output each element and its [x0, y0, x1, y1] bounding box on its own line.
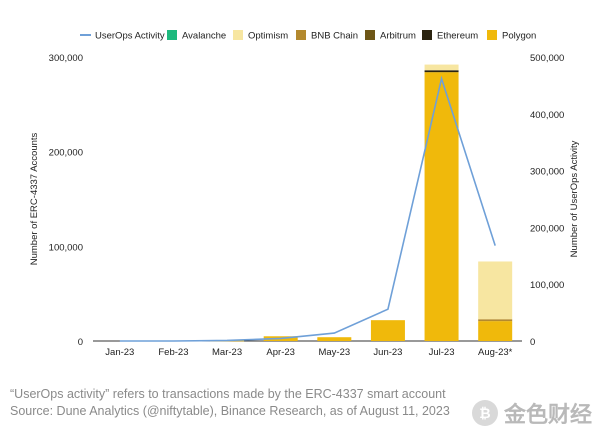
y-tick-label: 0	[78, 337, 83, 348]
y2-tick-label: 300,000	[530, 167, 564, 178]
bar-bnb-chain	[478, 319, 513, 322]
watermark-logo-icon: ₿	[471, 400, 498, 426]
y2-tick-label: 400,000	[530, 110, 564, 121]
y2-tick-label: 500,000	[530, 53, 564, 64]
y2-tick-label: 0	[530, 337, 535, 348]
legend-swatch-avalanche	[167, 30, 177, 40]
legend-swatch-bnb-chain	[296, 30, 306, 40]
legend-label-ethereum: Ethereum	[437, 31, 478, 42]
legend-label-polygon: Polygon	[502, 31, 536, 42]
y-axis-title: Number of ERC-4337 Accounts	[29, 132, 40, 265]
line-userops-activity	[119, 75, 496, 342]
x-tick-label: May-23	[318, 347, 350, 358]
x-tick-label: Feb-23	[158, 347, 188, 358]
watermark-text: 金色财经	[503, 403, 592, 428]
y2-axis-title: Number of UserOps Activity	[569, 140, 580, 257]
x-tick-label: Apr-23	[266, 347, 295, 358]
footnote-text: “UserOps activity” refers to transaction…	[10, 387, 446, 401]
legend-swatch-ethereum	[422, 30, 432, 40]
watermark: ₿ 金色财经	[471, 397, 592, 429]
y2-tick-label: 100,000	[530, 280, 564, 291]
legend-label-optimism: Optimism	[248, 31, 288, 42]
legend-swatch-polygon	[487, 30, 497, 40]
legend-label-bnb-chain: BNB Chain	[311, 31, 358, 42]
y-tick-label: 100,000	[49, 242, 83, 253]
legend-swatch-arbitrum	[365, 30, 375, 40]
legend-label-userops-activity: UserOps Activity	[95, 31, 165, 42]
bar-optimism	[424, 64, 459, 71]
bar-ethereum	[424, 70, 459, 73]
y-tick-label: 300,000	[49, 53, 83, 64]
source-text: Source: Dune Analytics (@niftytable), Bi…	[10, 404, 450, 418]
y2-tick-label: 200,000	[530, 223, 564, 234]
bar-polygon	[317, 337, 352, 341]
bar-optimism	[478, 261, 513, 320]
x-tick-label: Jul-23	[429, 347, 455, 358]
x-tick-label: Aug-23*	[478, 347, 513, 358]
legend-label-avalanche: Avalanche	[182, 31, 226, 42]
x-tick-label: Jan-23	[105, 347, 134, 358]
y-tick-label: 200,000	[49, 148, 83, 159]
bar-polygon	[424, 72, 459, 341]
bar-polygon	[370, 320, 405, 341]
x-tick-label: Jun-23	[373, 347, 402, 358]
bar-polygon	[478, 321, 513, 341]
x-tick-label: Mar-23	[212, 347, 242, 358]
legend-label-arbitrum: Arbitrum	[380, 31, 416, 42]
combo-chart: 0 100,000 200,000 300,000 0 100,000 200,000 300…	[29, 30, 580, 358]
legend-swatch-optimism	[233, 30, 243, 40]
